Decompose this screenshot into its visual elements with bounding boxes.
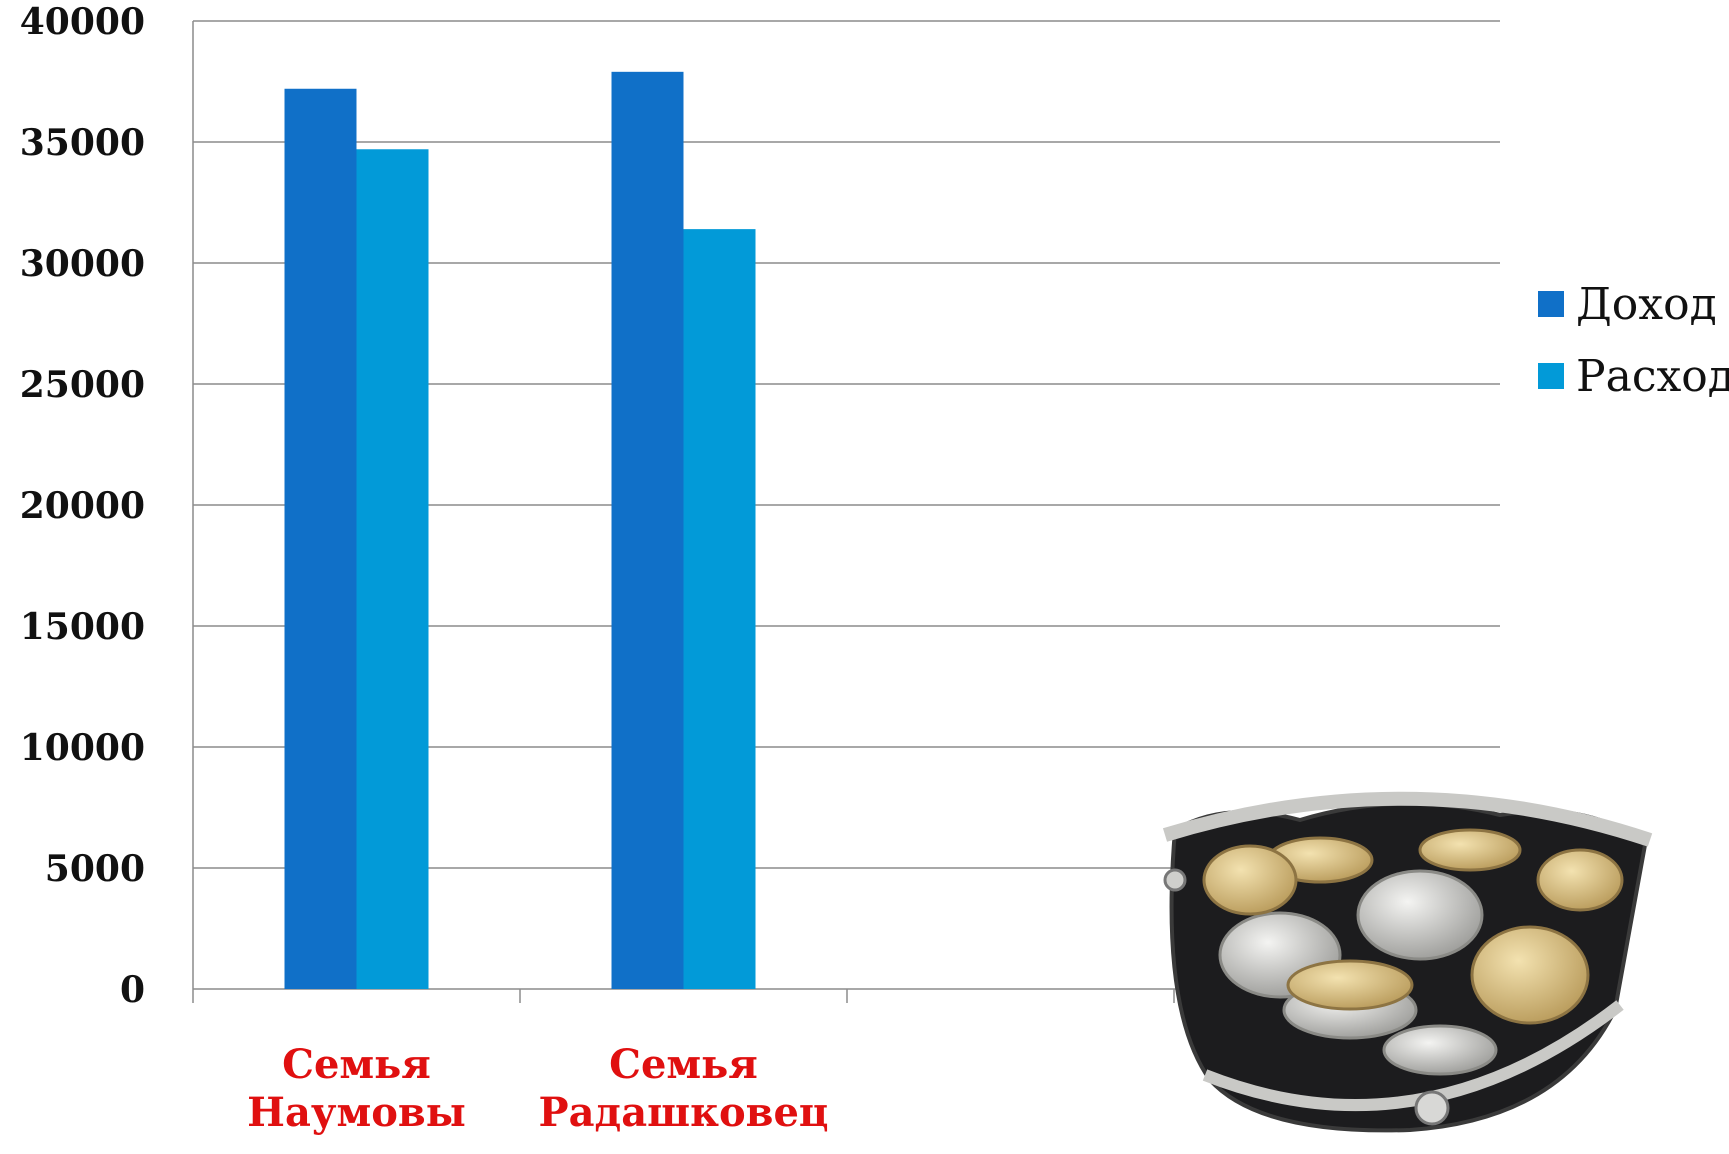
bars (284, 71, 756, 989)
y-tick-label: 25000 (20, 364, 145, 406)
bar-income (284, 88, 357, 989)
bar-expense (356, 149, 429, 989)
coin-purse-image (1162, 791, 1653, 1133)
x-tick-label: Семья Радашковец (539, 1041, 829, 1136)
y-tick-label: 30000 (20, 243, 145, 285)
y-tick-label: 20000 (20, 485, 145, 527)
legend-swatch (1538, 291, 1564, 317)
y-tick-label: 40000 (20, 1, 145, 43)
y-tick-label: 0 (120, 969, 145, 1011)
bar-expense (683, 229, 756, 989)
x-axis-ticks: Семья Наумовы Семья Радашковец (247, 1041, 828, 1136)
legend-label: Доход (1576, 279, 1717, 330)
bar-income (611, 71, 684, 989)
y-tick-label: 5000 (45, 848, 145, 890)
legend-swatch (1538, 363, 1564, 389)
y-tick-label: 10000 (20, 727, 145, 769)
y-tick-label: 35000 (20, 122, 145, 164)
y-axis-ticks: 0 5000 10000 15000 20000 25000 30000 35000 40000 (20, 1, 145, 1011)
legend: Доход Расход (1538, 279, 1729, 402)
x-tick-label: Семья Наумовы (247, 1041, 466, 1136)
legend-label: Расход (1576, 351, 1729, 402)
y-tick-label: 15000 (20, 606, 145, 648)
